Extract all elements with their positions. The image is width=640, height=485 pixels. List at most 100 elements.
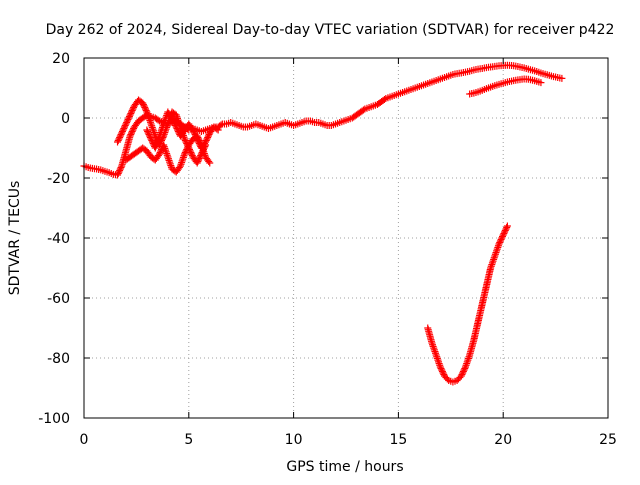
data-marker: [120, 125, 128, 132]
data-marker: [114, 170, 122, 177]
data-marker: [205, 158, 213, 165]
data-point: [126, 132, 134, 140]
data-marker: [125, 114, 133, 122]
data-marker: [175, 164, 183, 171]
data-marker: [170, 119, 178, 126]
tick-layer: 0 5 10 15 20 25 -100 -80 -60 -40 -20 0 20: [38, 51, 617, 448]
data-point: [193, 159, 201, 167]
data-point: [172, 123, 180, 131]
data-marker: [148, 138, 156, 146]
data-point: [214, 126, 222, 134]
y-tick-label: 20: [52, 51, 70, 67]
x-tick-label: 15: [389, 432, 407, 448]
y-tick-label: -40: [47, 231, 70, 247]
data-marker: [182, 147, 190, 155]
data-point: [155, 150, 163, 158]
data-marker: [142, 107, 150, 114]
data-marker: [174, 126, 182, 134]
data-marker: [115, 168, 123, 176]
data-marker: [141, 104, 149, 111]
data-marker: [194, 158, 202, 165]
data-point: [114, 171, 122, 179]
data-marker: [192, 132, 200, 140]
chart-title: Day 262 of 2024, Sidereal Day-to-day VTE…: [46, 22, 615, 38]
data-marker: [118, 128, 126, 135]
data-marker: [141, 105, 149, 113]
data-point: [139, 99, 147, 107]
data-marker: [459, 369, 467, 377]
data-marker: [188, 150, 196, 158]
data-marker: [195, 155, 203, 162]
data-point: [558, 74, 566, 82]
data-point: [168, 114, 176, 122]
data-marker: [117, 164, 125, 171]
x-tick-label: 25: [599, 432, 617, 448]
series-dip-curve: [424, 222, 511, 386]
plot-frame: [83, 57, 609, 419]
data-marker: [116, 132, 124, 140]
data-point: [495, 240, 503, 248]
data-marker: [501, 228, 509, 236]
data-marker: [129, 105, 137, 113]
data-point: [181, 150, 189, 158]
data-marker: [173, 125, 181, 132]
data-marker: [190, 128, 198, 135]
data-marker: [503, 224, 511, 231]
data-marker: [500, 230, 508, 237]
data-marker: [127, 131, 135, 138]
data-marker: [499, 233, 507, 240]
data-marker: [128, 128, 136, 135]
data-marker: [157, 147, 165, 155]
data-point: [537, 79, 545, 87]
data-marker: [123, 117, 131, 125]
data-marker: [128, 129, 136, 137]
data-marker: [195, 156, 203, 164]
data-marker: [127, 110, 135, 117]
data-marker: [496, 239, 504, 246]
data-point: [126, 111, 134, 119]
series-early-oscillation-c: [143, 108, 222, 152]
data-marker: [496, 237, 504, 245]
data-marker: [502, 225, 510, 233]
data-marker: [117, 131, 125, 138]
data-marker: [202, 137, 210, 144]
data-point: [202, 138, 210, 146]
data-marker: [121, 122, 129, 129]
data-marker: [203, 135, 211, 143]
data-marker: [145, 131, 153, 138]
data-marker: [123, 119, 131, 126]
data-marker: [190, 129, 198, 137]
data-marker: [114, 137, 122, 144]
data-marker: [146, 134, 154, 141]
data-marker: [195, 138, 203, 146]
data-point: [206, 159, 214, 167]
data-marker: [169, 116, 177, 123]
data-marker: [169, 117, 177, 125]
data-marker: [129, 126, 137, 134]
x-axis-label: GPS time / hours: [286, 459, 403, 475]
data-marker: [116, 134, 124, 141]
data-marker: [181, 137, 189, 144]
data-marker: [171, 120, 179, 128]
data-point: [147, 135, 155, 143]
data-marker: [461, 365, 469, 372]
data-marker: [119, 126, 127, 134]
data-marker: [140, 102, 148, 110]
grid-layer: [84, 58, 608, 418]
data-marker: [183, 146, 191, 153]
data-point: [457, 372, 465, 380]
data-marker: [437, 365, 445, 372]
data-marker: [458, 371, 466, 378]
data-marker: [438, 368, 446, 375]
y-tick-label: -80: [47, 351, 70, 367]
data-marker: [501, 227, 509, 234]
x-tick-label: 0: [80, 432, 89, 448]
data-point: [189, 126, 197, 134]
x-tick-label: 5: [184, 432, 193, 448]
y-tick-label: 0: [61, 111, 70, 127]
data-marker: [438, 366, 446, 374]
data-marker: [459, 368, 467, 375]
data-marker: [144, 129, 152, 137]
